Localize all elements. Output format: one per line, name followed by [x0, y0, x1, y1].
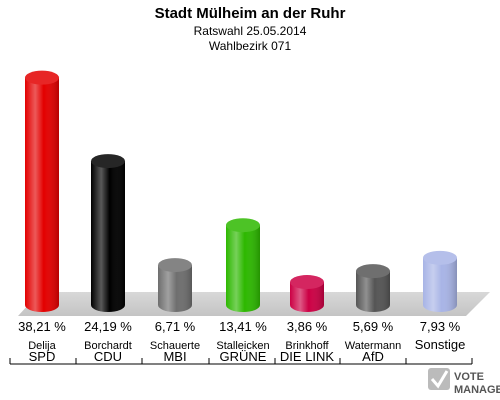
bar-shine — [25, 77, 59, 312]
bar-shine — [356, 271, 390, 312]
party-bracket — [75, 358, 142, 365]
bar-shine — [290, 282, 324, 312]
party-bracket — [405, 358, 473, 365]
logo-line1: VOTE — [454, 371, 484, 383]
chart-title: Stadt Mülheim an der Ruhr — [155, 5, 346, 22]
bar-cdu — [91, 154, 125, 312]
party-bracket — [9, 358, 76, 365]
candidate-label: Watermann — [345, 340, 401, 352]
bar-cap — [356, 264, 390, 279]
party-label: MBI — [163, 349, 186, 364]
bar-grüne — [226, 218, 260, 312]
party-label: SPD — [29, 349, 56, 364]
party-label: Sonstige — [415, 337, 466, 352]
bar-sonstige — [423, 250, 457, 312]
party-bracket — [274, 358, 340, 365]
bars-group — [25, 70, 457, 312]
chart-subtitle: Ratswahl 25.05.2014 — [194, 24, 307, 38]
checkmark-icon — [428, 368, 450, 390]
value-label: 24,19 % — [84, 319, 132, 334]
candidate-label: Stalleicken — [216, 340, 269, 352]
value-label: 38,21 % — [18, 319, 66, 334]
bar-shine — [226, 225, 260, 312]
bar-mbi — [158, 258, 192, 312]
bar-cap — [423, 250, 457, 265]
bar-shine — [158, 265, 192, 312]
bar-shine — [91, 161, 125, 312]
bar-die-linke — [290, 275, 324, 312]
chart-district: Wahlbezirk 071 — [209, 39, 292, 53]
logo-line2: MANAGER — [454, 384, 500, 396]
bar-cap — [290, 275, 324, 290]
bar-shine — [423, 257, 457, 312]
party-bracket — [339, 358, 406, 365]
value-label: 6,71 % — [155, 319, 196, 334]
bar-cap — [25, 70, 59, 85]
vote-manager-logo: VOTE MANAGER — [428, 368, 500, 396]
candidate-label: Delija — [28, 340, 56, 352]
candidate-label: Borchardt — [84, 340, 132, 352]
bar-afd — [356, 264, 390, 312]
bar-cap — [158, 258, 192, 273]
party-label: DIE LINK — [280, 349, 335, 364]
value-label: 5,69 % — [353, 319, 394, 334]
bar-cap — [91, 154, 125, 169]
party-bracket — [141, 358, 209, 365]
party-label: AfD — [362, 349, 384, 364]
candidate-label: Brinkhoff — [285, 340, 329, 352]
bar-cap — [226, 218, 260, 233]
candidate-label: Schauerte — [150, 340, 200, 352]
value-label: 13,41 % — [219, 319, 267, 334]
party-bracket — [208, 358, 275, 365]
party-label: CDU — [94, 349, 122, 364]
value-label: 7,93 % — [420, 319, 461, 334]
bar-spd — [25, 70, 59, 312]
party-label: GRÜNE — [220, 349, 267, 364]
value-label: 3,86 % — [287, 319, 328, 334]
